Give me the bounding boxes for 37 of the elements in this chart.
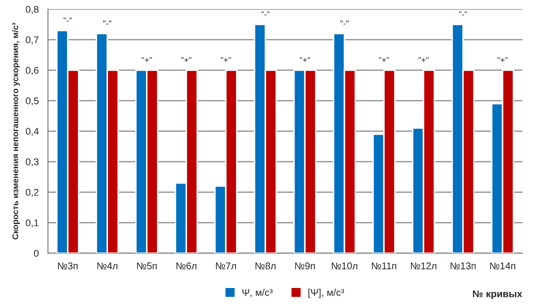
annotation: "+" [220,57,231,62]
annotation: "+" [378,57,390,62]
annotation: "+" [300,57,310,62]
x-axis-title: № кривых [472,290,522,300]
y-tick-label: 0,1 [26,219,38,228]
x-tick-label: №10л [332,262,358,270]
y-tick-label: 0,8 [26,6,39,14]
annotation: "+" [142,57,152,62]
annotation: "-" [459,11,468,16]
x-tick-label: №7л [216,262,236,270]
annotation: "+" [418,57,429,62]
x-tick-label: №13п [450,262,476,270]
y-tick-label: 0 [34,250,39,257]
x-tick-label: №11п [372,262,396,270]
y-tick-label: 0,6 [26,66,39,75]
x-tick-label: №8л [256,262,276,270]
annotation: "-" [261,11,270,16]
y-tick-label: 0,5 [26,97,39,106]
y-tick-label: 0,3 [26,158,39,166]
y-tick-label: 0,4 [26,128,39,136]
x-tick-label: №4л [97,262,118,270]
x-tick-label: №3п [58,262,78,270]
y-tick-label: 0,2 [26,188,38,197]
annotation: "-" [64,17,72,22]
annotation: "+" [181,57,192,62]
y-tick-label: 0,7 [26,36,38,44]
y-axis-title: Скорость изменения непогашенного ускорения, м/с³ [12,22,20,240]
legend-label: [Ψ], м/с³ [308,288,344,298]
x-tick-label: №14п [490,262,516,270]
x-tick-label: №12л [410,262,436,270]
annotation: "+" [498,57,508,62]
legend-label: Ψ, м/с³ [242,288,273,298]
x-tick-label: №9п [295,262,315,270]
x-tick-label: №5п [137,262,157,270]
x-tick-label: №6л [176,262,196,270]
annotation: "-" [103,20,112,24]
annotation: "-" [340,20,348,24]
